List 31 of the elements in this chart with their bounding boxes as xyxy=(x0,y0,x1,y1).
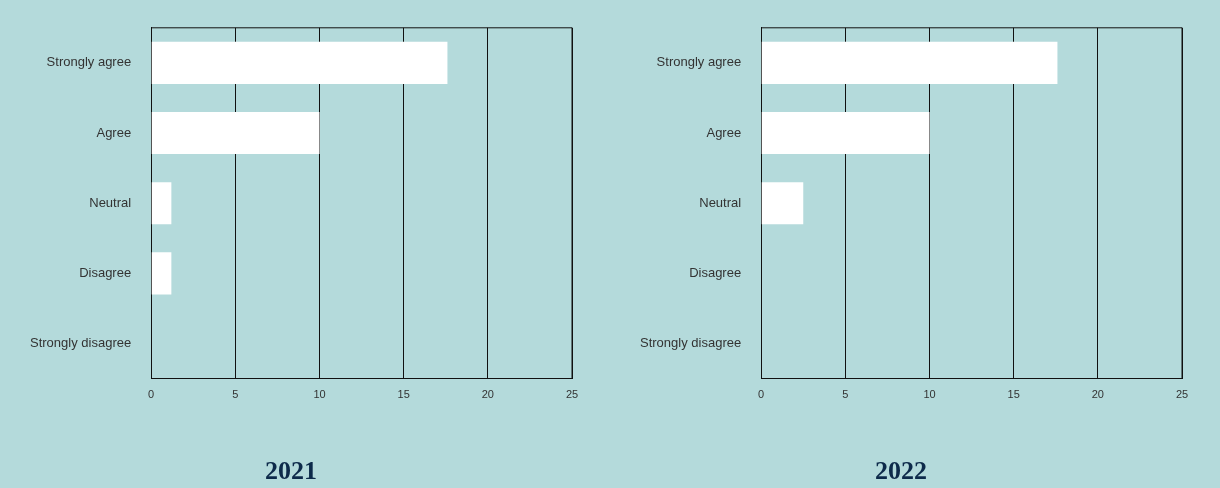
x-tick-label: 5 xyxy=(842,388,849,401)
y-tick-label: Strongly disagree xyxy=(640,335,742,351)
y-tick-label: Strongly agree xyxy=(656,54,742,70)
x-tick-label: 20 xyxy=(1091,388,1104,401)
y-tick-label: Neutral xyxy=(89,194,132,210)
x-tick-label: 5 xyxy=(232,388,239,401)
y-tick-label: Strongly agree xyxy=(46,54,132,70)
y-tick-label: Strongly disagree xyxy=(30,335,132,351)
bar xyxy=(151,252,172,295)
x-tick-label: 0 xyxy=(758,388,765,401)
bar xyxy=(761,182,804,225)
y-tick-label: Neutral xyxy=(699,194,742,210)
text: 2021 xyxy=(265,456,317,486)
bar xyxy=(761,41,1058,84)
x-tick-label: 20 xyxy=(481,388,494,401)
bar xyxy=(151,111,320,155)
bar xyxy=(761,111,930,155)
y-tick-label: Agree xyxy=(706,124,742,140)
x-tick-label: 25 xyxy=(565,388,579,401)
y-tick-label: Disagree xyxy=(689,264,742,280)
bar xyxy=(151,182,172,225)
x-tick-label: 25 xyxy=(1175,388,1189,401)
bar xyxy=(151,41,448,84)
x-tick-label: 15 xyxy=(397,388,410,401)
x-tick-label: 15 xyxy=(1007,388,1020,401)
y-tick-label: Agree xyxy=(96,124,132,140)
x-tick-label: 10 xyxy=(313,388,326,401)
y-tick-label: Disagree xyxy=(79,264,132,280)
x-tick-label: 10 xyxy=(923,388,936,401)
x-tick-label: 0 xyxy=(148,388,155,401)
text: 2022 xyxy=(875,456,927,486)
